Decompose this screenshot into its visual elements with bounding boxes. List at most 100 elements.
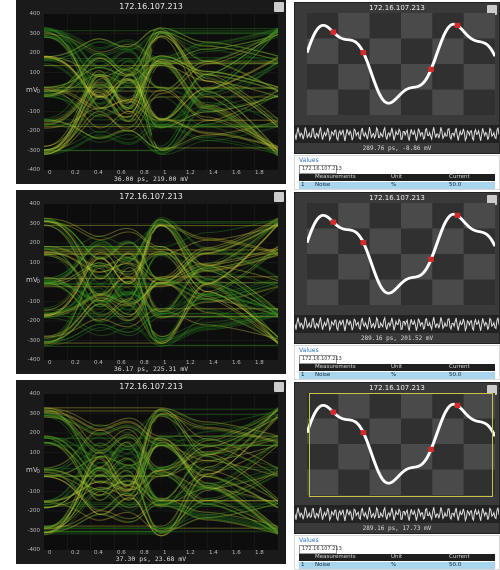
eye-trace [44,437,278,529]
eye-trace [44,31,278,151]
eye-trace [44,27,278,119]
grid-cell [338,13,370,39]
eye-trace [44,29,278,91]
eye-trace [44,247,278,311]
grid-cell [369,13,401,39]
table-row[interactable]: 1 Noise % 50.0 [299,562,495,569]
eye-trace [44,31,278,92]
eye-trace [44,437,278,529]
y-tick-label: -400 [27,357,40,363]
waveform-window[interactable]: 172.16.107.213 289.16 ps, 17.73 mV [294,382,500,534]
table-row[interactable]: 1 Noise % 50.0 [299,372,495,379]
eye-diagram-plot[interactable] [44,204,278,360]
window-menu-icon[interactable] [274,382,284,392]
eye-diagram-window[interactable]: 172.16.107.213 mV 36.00 ps, 219.00 mV 40… [16,0,286,184]
eye-trace [44,251,278,344]
grid-cell [432,279,464,305]
source-selector[interactable]: 172.16.107.213 [299,545,342,554]
eye-trace [44,56,278,149]
window-menu-icon[interactable] [487,385,497,395]
eye-trace [44,61,278,154]
eye-trace [44,250,278,343]
y-tick-label: 0 [36,89,41,95]
y-tick-label: 100 [29,259,41,266]
overview-trace [295,506,499,523]
table-row[interactable]: 1 Noise % 50.0 [299,182,495,189]
y-tick-label: 200 [29,50,41,56]
eye-trace [44,441,278,534]
eye-trace [44,308,278,338]
source-selector[interactable]: 172.16.107.213 [299,355,342,364]
eye-trace [44,408,278,501]
window-menu-icon[interactable] [487,195,497,205]
eye-trace [44,33,278,63]
x-tick-label: 1.6 [232,170,241,176]
eye-trace [44,57,278,91]
grid-cell [338,444,370,470]
eye-trace [44,437,278,529]
waveform-overview-strip[interactable] [295,505,499,523]
eye-trace [44,283,278,345]
x-tick-label: 0 [48,550,52,556]
waveform-window[interactable]: 172.16.107.213 289.16 ps, 201.52 mV [294,192,500,344]
eye-trace [44,252,278,345]
overview-trace [295,126,499,143]
eye-trace [44,439,278,532]
x-tick-label: 0.4 [94,550,103,556]
eye-trace [44,444,278,509]
eye-trace [44,57,278,122]
eye-trace [44,31,278,92]
eye-opening [151,420,171,433]
eye-trace [44,34,278,95]
eye-trace [44,61,278,154]
x-tick-label: 1.2 [186,170,195,176]
eye-trace [44,221,278,314]
eye-opening [151,450,171,463]
overview-trace [295,316,499,333]
waveform-overview-strip[interactable] [295,315,499,333]
window-menu-icon[interactable] [487,5,497,15]
grid-cell [307,418,339,444]
eye-trace [44,414,278,535]
x-tick-label: 1 [163,170,167,176]
eye-trace [44,35,278,155]
eye-diagram-plot[interactable] [44,394,278,550]
waveform-overview-strip[interactable] [295,125,499,143]
eye-trace [44,281,278,314]
eye-trace [44,58,278,123]
x-tick-label: 0.2 [71,360,80,366]
waveform-plot[interactable] [307,203,495,305]
grid-cell [307,38,339,64]
eye-trace [44,408,278,501]
window-menu-icon[interactable] [274,192,284,202]
eye-trace [44,412,278,505]
source-selector[interactable]: 172.16.107.213 [299,165,342,174]
eye-trace [44,254,278,347]
eye-traces [44,217,278,348]
eye-traces [44,27,278,157]
x-tick-label: 1 [163,360,167,366]
row-index: 1 [301,372,305,378]
eye-trace [44,62,278,154]
eye-diagram-plot[interactable] [44,14,278,170]
eye-trace [44,55,278,147]
eye-trace [44,34,278,155]
eye-trace [44,445,278,478]
eye-diagram-window[interactable]: 172.16.107.213 mV 37.30 ps, 23.68 mV 400… [16,380,286,564]
grid-cell [401,228,433,254]
crossing-marker [360,50,367,56]
grid-cell [338,279,370,305]
window-menu-icon[interactable] [274,2,284,12]
waveform-plot[interactable] [307,13,495,115]
eye-trace [44,60,278,93]
eye-trace [44,286,278,348]
waveform-window-title: 172.16.107.213 [369,384,425,392]
eye-trace [44,223,278,343]
eye-trace [44,86,278,148]
eye-diagram-window[interactable]: 172.16.107.213 mV 36.17 ps, 225.31 mV 40… [16,190,286,374]
eye-trace [44,218,278,279]
eye-trace [44,31,278,124]
waveform-plot[interactable] [307,393,495,495]
waveform-window[interactable]: 172.16.107.213 289.76 ps, -8.86 mV [294,2,500,154]
grid-cell [369,38,401,64]
